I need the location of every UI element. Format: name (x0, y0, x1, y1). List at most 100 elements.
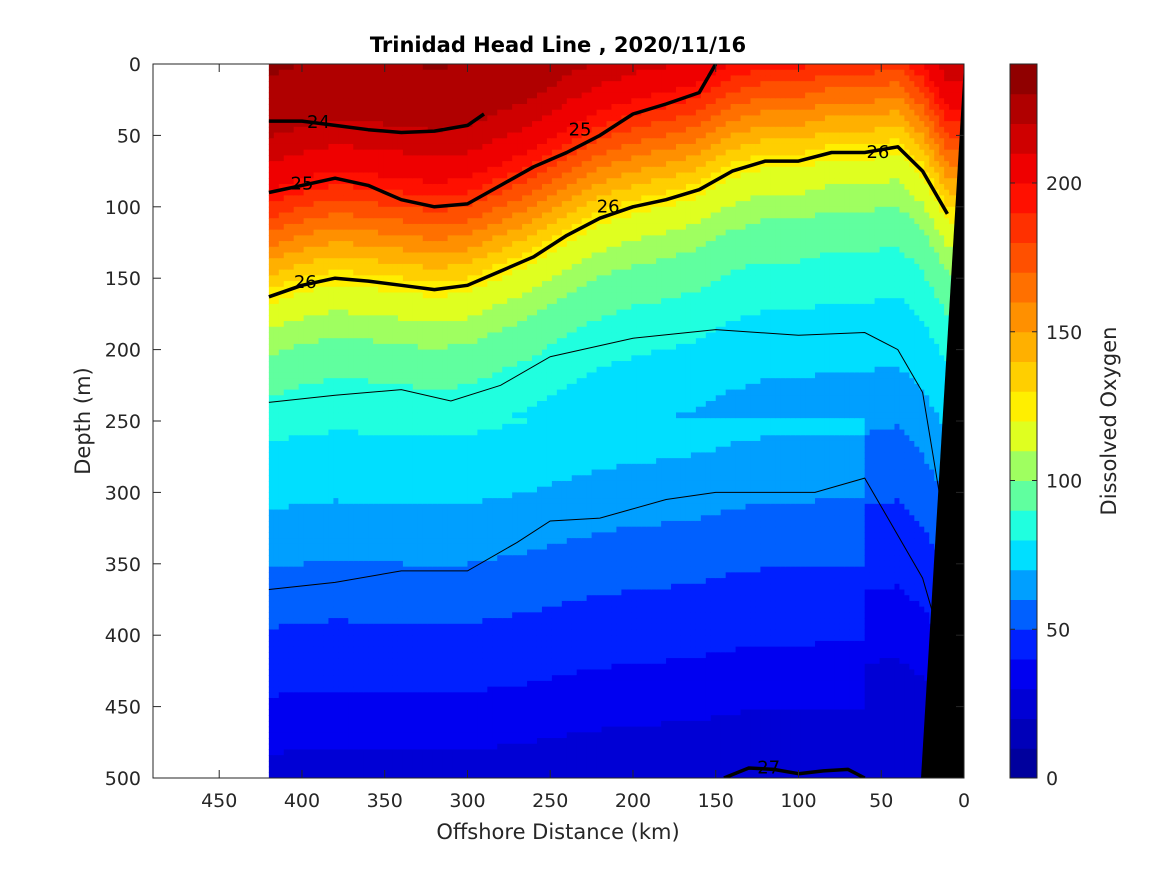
field-cell (338, 115, 344, 122)
field-cell (432, 760, 439, 768)
field-cell (442, 418, 449, 425)
field-cell (273, 618, 280, 625)
field-cell (437, 406, 444, 414)
field-cell (363, 155, 369, 162)
field-cell (452, 606, 459, 613)
field-cell (328, 435, 335, 442)
field-cell (412, 395, 419, 402)
field-cell (303, 275, 310, 282)
field-cell (452, 623, 459, 631)
field-cell (397, 532, 404, 539)
field-cell (268, 543, 275, 551)
field-cell (363, 463, 369, 471)
field-cell (338, 635, 344, 642)
field-cell (452, 401, 459, 408)
field-cell (333, 452, 339, 459)
field-cell (373, 86, 379, 94)
field-cell (373, 263, 379, 271)
field-cell (283, 389, 290, 396)
field-cell (333, 480, 339, 488)
field-cell (373, 303, 379, 311)
field-cell (318, 298, 325, 305)
field-cell (348, 401, 354, 408)
field-cell (358, 755, 364, 762)
field-cell (402, 658, 409, 665)
field-cell (348, 423, 354, 431)
field-cell (363, 738, 369, 745)
field-cell (437, 383, 444, 391)
field-cell (363, 509, 369, 516)
field-cell (417, 749, 424, 756)
field-cell (308, 366, 315, 374)
field-cell (343, 423, 349, 431)
field-cell (462, 589, 469, 596)
field-cell (283, 692, 290, 699)
field-cell (402, 606, 409, 613)
field-cell (288, 161, 295, 168)
field-cell (288, 498, 295, 505)
field-cell (353, 703, 359, 711)
field-cell (388, 412, 394, 419)
field-cell (368, 218, 374, 225)
field-cell (427, 172, 434, 179)
field-cell (417, 372, 424, 379)
field-cell (343, 338, 349, 345)
field-cell (452, 343, 459, 351)
field-cell (363, 92, 369, 99)
field-cell (318, 663, 325, 671)
field-cell (427, 629, 434, 636)
field-cell (432, 555, 439, 562)
field-cell (383, 555, 389, 562)
field-cell (288, 201, 295, 208)
field-cell (298, 515, 305, 522)
field-cell (457, 195, 464, 202)
field-cell (348, 155, 354, 162)
field-cell (417, 738, 424, 745)
field-cell (388, 275, 394, 282)
field-cell (313, 212, 320, 219)
field-cell (452, 458, 459, 465)
field-cell (328, 566, 335, 573)
field-cell (422, 161, 429, 168)
field-cell (313, 726, 320, 733)
field-cell (417, 600, 424, 608)
field-cell (273, 566, 280, 573)
field-cell (373, 446, 379, 454)
field-cell (392, 618, 399, 625)
field-cell (318, 275, 325, 282)
field-cell (283, 698, 290, 705)
field-cell (268, 138, 275, 145)
field-cell (323, 161, 330, 168)
field-cell (412, 349, 419, 356)
field-cell (308, 241, 315, 248)
field-cell (462, 600, 469, 608)
field-cell (422, 520, 429, 528)
field-cell (388, 663, 394, 671)
field-cell (283, 235, 290, 242)
field-cell (392, 566, 399, 573)
field-cell (328, 263, 335, 271)
field-cell (278, 206, 285, 214)
field-cell (268, 532, 275, 539)
field-cell (308, 492, 315, 499)
field-cell (422, 543, 429, 551)
field-cell (333, 389, 339, 396)
field-cell (338, 492, 344, 499)
field-cell (407, 572, 414, 579)
field-cell (397, 98, 404, 105)
field-cell (392, 138, 399, 145)
field-cell (407, 749, 414, 756)
field-cell (323, 612, 330, 619)
field-cell (313, 698, 320, 705)
field-cell (333, 680, 339, 688)
field-cell (313, 332, 320, 339)
field-cell (318, 578, 325, 585)
field-cell (412, 749, 419, 756)
field-cell (288, 103, 295, 111)
field-cell (388, 732, 394, 739)
field-cell (417, 458, 424, 465)
field-cell (447, 520, 454, 528)
field-cell (288, 355, 295, 362)
field-cell (283, 675, 290, 682)
field-cell (427, 326, 434, 334)
